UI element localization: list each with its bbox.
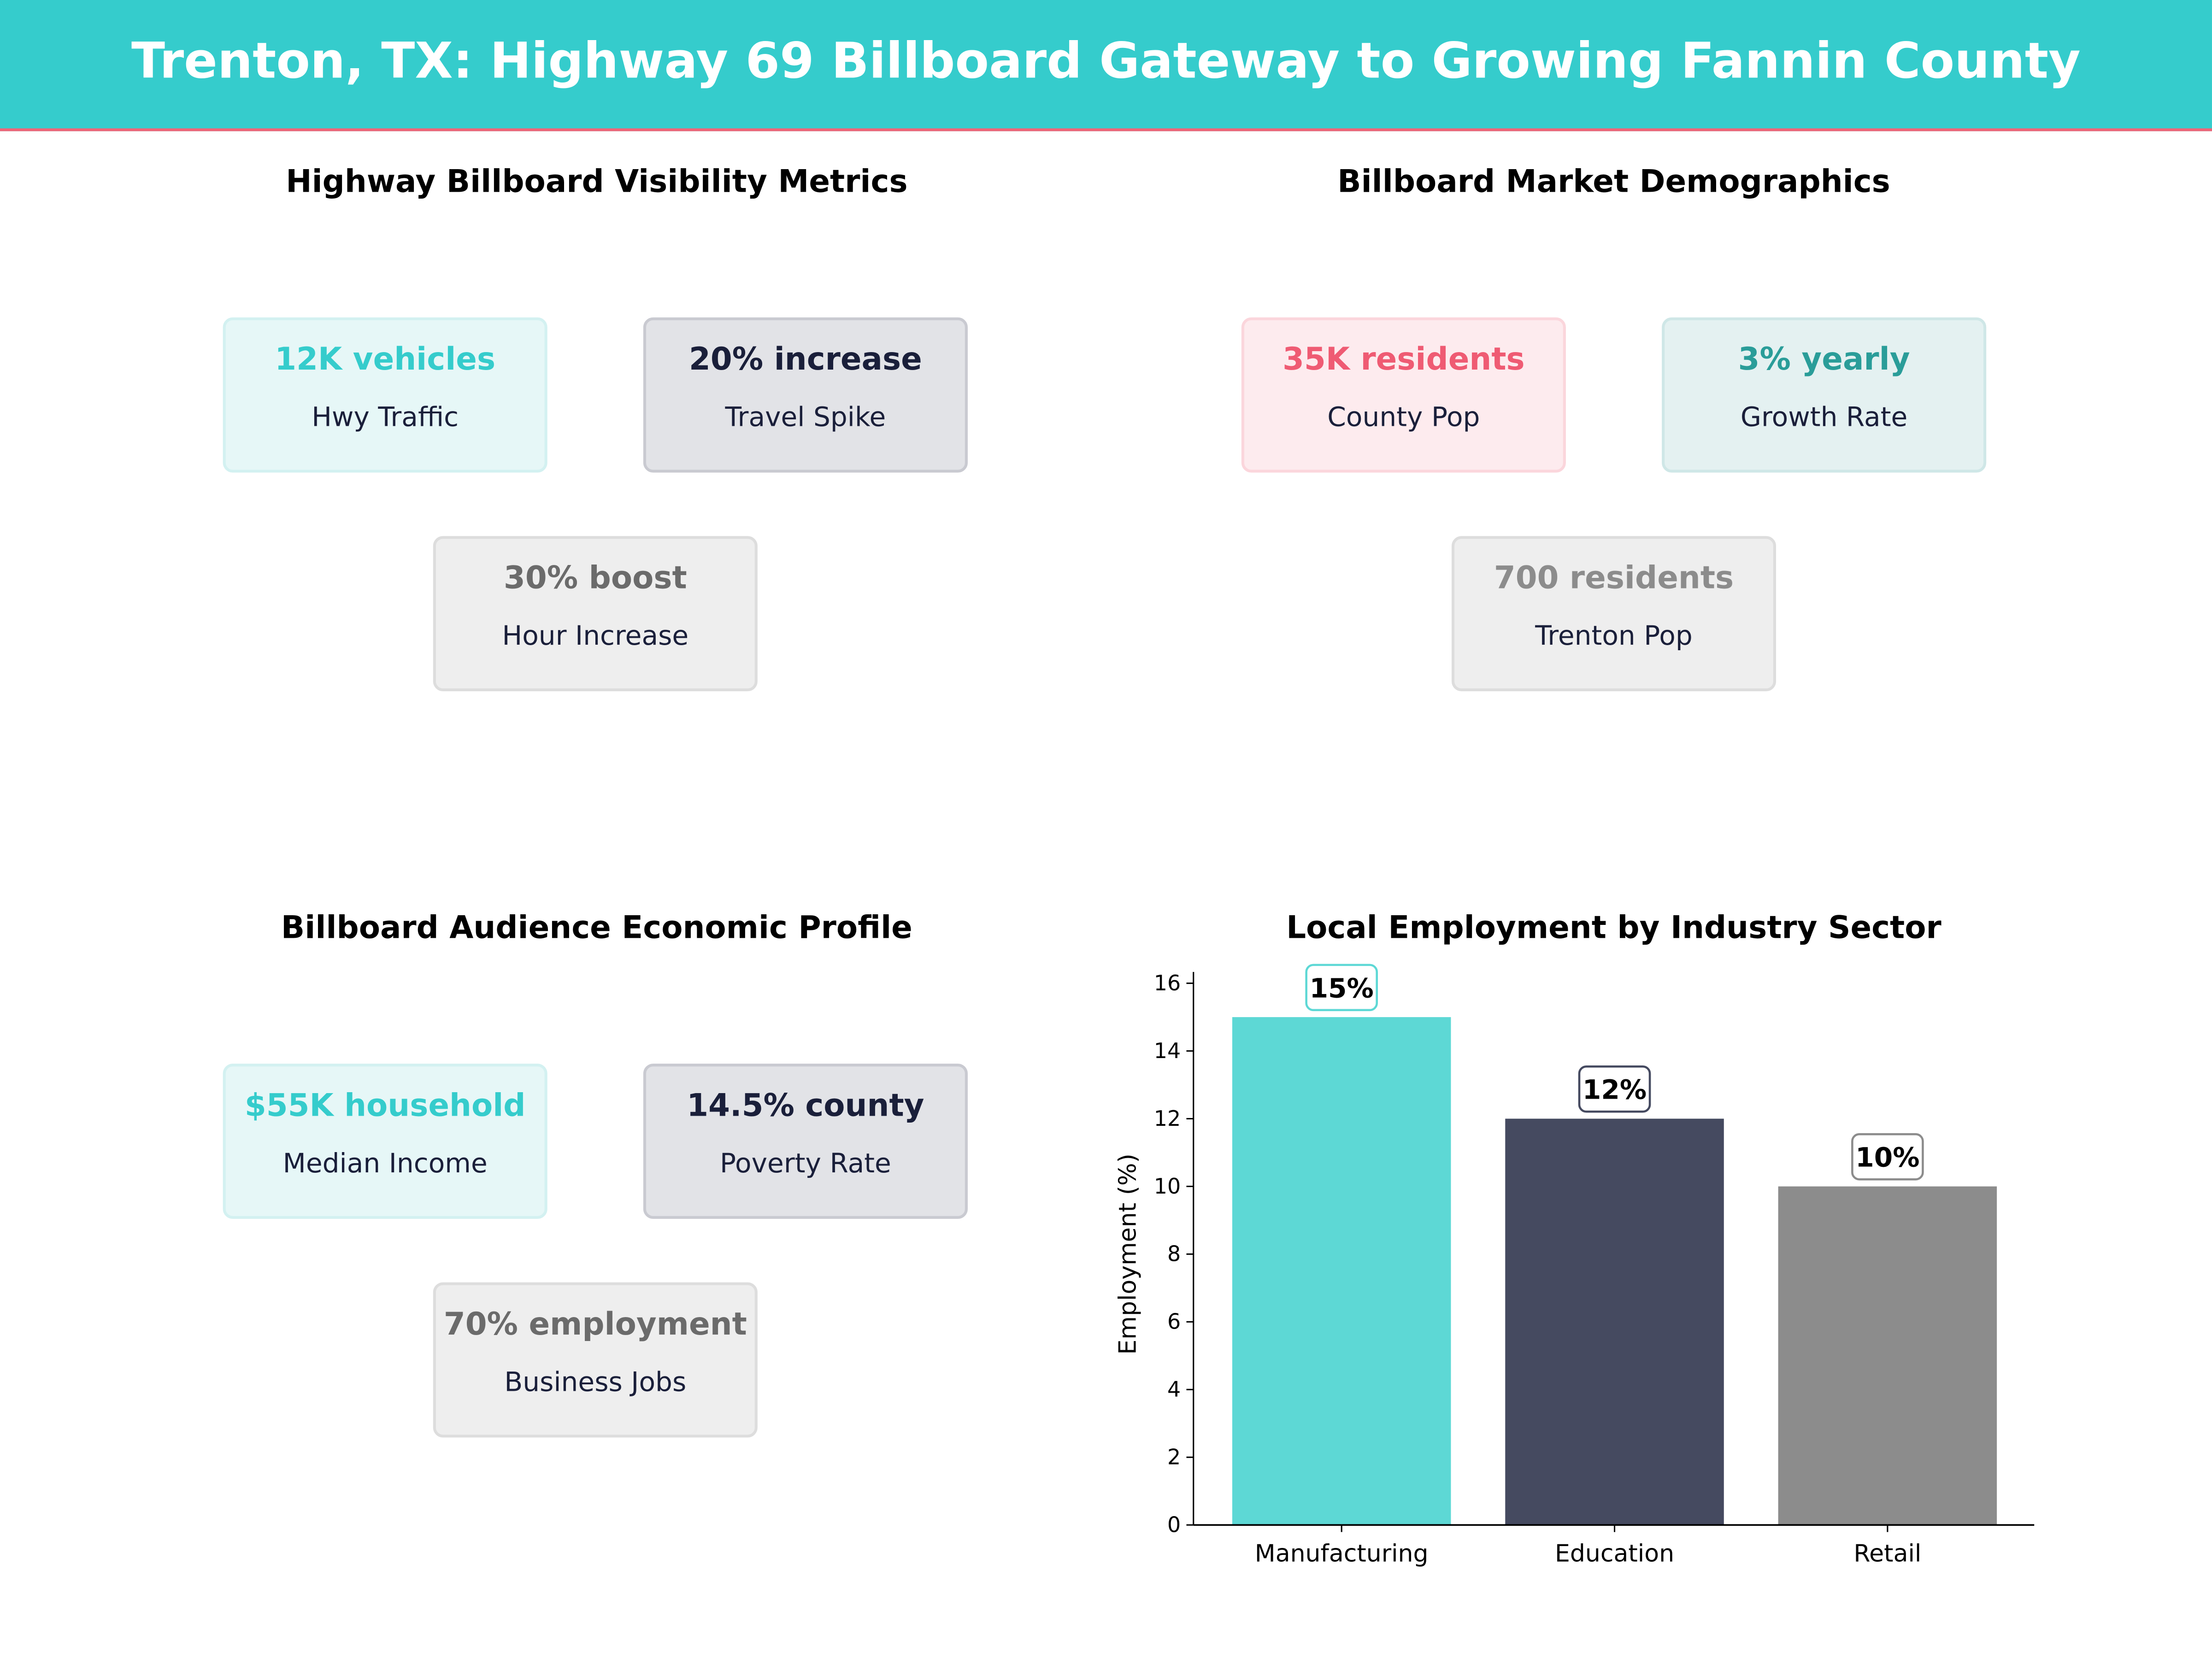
metric-card: 35K residents County Pop	[1241, 317, 1566, 473]
x-tick-label: Manufacturing	[1255, 1540, 1429, 1568]
y-tick-label: 12	[1154, 1106, 1181, 1131]
metric-label: Trenton Pop	[1535, 620, 1693, 652]
header-banner: Trenton, TX: Highway 69 Billboard Gatewa…	[0, 0, 2212, 131]
panel-title-visibility: Highway Billboard Visibility Metrics	[286, 165, 908, 200]
metric-card: 20% increase Travel Spike	[643, 317, 968, 473]
y-tick-label: 14	[1154, 1038, 1181, 1063]
metric-card: 30% boost Hour Increase	[433, 536, 758, 691]
metric-value: $55K household	[244, 1089, 526, 1124]
metric-value: 12K vehicles	[275, 342, 496, 378]
metric-value: 700 residents	[1494, 561, 1734, 597]
data-label-box	[1851, 1133, 1924, 1181]
data-label-box	[1305, 964, 1378, 1012]
metric-value: 30% boost	[503, 561, 687, 597]
metric-card: 700 residents Trenton Pop	[1451, 536, 1777, 691]
x-tick-label: Education	[1555, 1540, 1674, 1568]
page-title: Trenton, TX: Highway 69 Billboard Gatewa…	[131, 34, 2081, 90]
metric-value: 35K residents	[1282, 342, 1525, 378]
metric-card: 14.5% county Poverty Rate	[643, 1064, 968, 1219]
metric-value: 14.5% county	[687, 1089, 924, 1124]
data-label: 12%	[1583, 1074, 1647, 1106]
metric-value: 20% increase	[689, 342, 922, 378]
metric-value: 3% yearly	[1738, 342, 1910, 378]
metric-label: Hwy Traffic	[312, 402, 459, 433]
data-label: 15%	[1310, 972, 1374, 1004]
bar-manufacturing	[1232, 1017, 1451, 1525]
data-label-box	[1578, 1065, 1651, 1113]
metric-label: Travel Spike	[725, 402, 886, 433]
panel-title-economic: Billboard Audience Economic Profile	[281, 911, 912, 947]
x-tick-label: Retail	[1853, 1540, 1921, 1568]
metric-label: Hour Increase	[502, 620, 689, 652]
y-tick-label: 0	[1167, 1512, 1181, 1537]
metric-value: 70% employment	[443, 1307, 747, 1343]
chart-title: Local Employment by Industry Sector	[1286, 911, 1941, 947]
metric-label: Business Jobs	[504, 1367, 687, 1398]
metric-card: 12K vehicles Hwy Traffic	[223, 317, 547, 473]
bar-retail	[1778, 1186, 1997, 1525]
bar-education	[1505, 1118, 1724, 1525]
y-tick-label: 6	[1167, 1309, 1181, 1334]
y-tick-label: 8	[1167, 1241, 1181, 1266]
metric-label: County Pop	[1327, 402, 1480, 433]
y-tick-label: 16	[1154, 971, 1181, 995]
metric-card: $55K household Median Income	[223, 1064, 547, 1219]
y-axis-label: Employment (%)	[1114, 1153, 1141, 1354]
metric-card: 3% yearly Growth Rate	[1662, 317, 1987, 473]
y-tick-label: 10	[1154, 1174, 1181, 1199]
metric-label: Growth Rate	[1740, 402, 1908, 433]
data-label: 10%	[1855, 1142, 1919, 1173]
y-tick-label: 2	[1167, 1445, 1181, 1470]
metric-card: 70% employment Business Jobs	[433, 1282, 758, 1438]
metric-label: Median Income	[282, 1148, 488, 1180]
panel-title-demographics: Billboard Market Demographics	[1337, 165, 1890, 200]
metric-label: Poverty Rate	[720, 1148, 891, 1180]
y-tick-label: 4	[1167, 1377, 1181, 1402]
